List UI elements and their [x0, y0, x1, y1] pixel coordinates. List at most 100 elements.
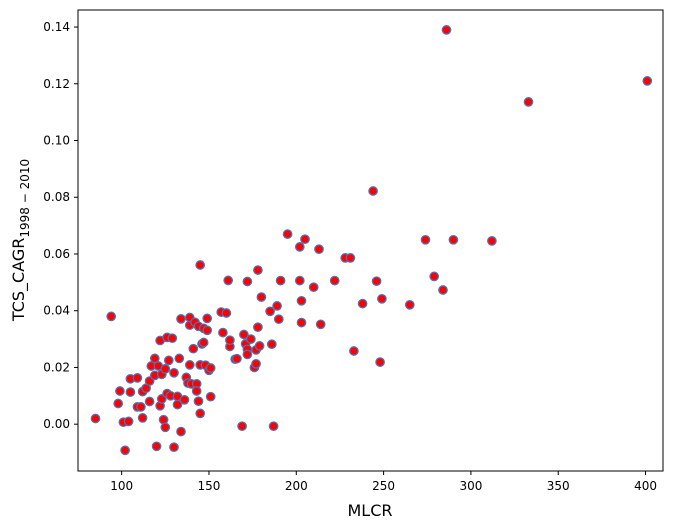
data-point [176, 314, 186, 324]
plot-frame [77, 9, 664, 472]
data-point [420, 234, 431, 245]
data-point [136, 402, 146, 412]
y-axis-label: TCS_CAGR1998 − 2010 [9, 159, 32, 322]
data-point [176, 426, 186, 437]
x-tick-label: 100 [110, 479, 133, 493]
y-tick-label: 0.10 [43, 133, 70, 147]
data-point [123, 416, 134, 427]
data-point [294, 242, 305, 252]
data-point [254, 341, 265, 351]
data-point [205, 363, 216, 373]
data-point [246, 334, 256, 344]
data-point [368, 186, 378, 196]
data-point [441, 25, 452, 35]
y-axis-label-main: TCS_CAGR [9, 238, 29, 323]
data-point [256, 292, 267, 302]
data-point [174, 353, 185, 364]
data-point [179, 394, 190, 405]
data-point [296, 317, 307, 328]
data-point [169, 442, 179, 453]
data-point [329, 275, 340, 286]
data-point [448, 234, 459, 245]
plot-area [78, 10, 663, 471]
y-axis-ticks: 0.00 0.02 0.04 0.06 0.08 0.10 0.12 0.14 [43, 20, 78, 431]
data-point [198, 337, 209, 348]
x-tick-label: 300 [459, 479, 482, 493]
data-point [272, 301, 282, 311]
data-point [404, 299, 415, 310]
data-point [308, 282, 319, 293]
data-point [106, 311, 117, 322]
data-point [167, 333, 178, 344]
y-tick-label: 0.06 [43, 247, 70, 261]
data-point [242, 276, 253, 287]
data-point [195, 408, 206, 419]
data-point [184, 360, 195, 370]
data-point [345, 253, 356, 263]
data-points [90, 25, 653, 456]
data-point [113, 398, 124, 409]
data-point [163, 355, 174, 366]
data-point [242, 349, 253, 360]
y-tick-label: 0.14 [43, 20, 70, 34]
data-point [90, 413, 101, 424]
data-point [144, 396, 155, 407]
x-tick-label: 400 [634, 479, 657, 493]
data-point [438, 285, 448, 295]
data-point [265, 306, 275, 317]
data-point [223, 275, 234, 286]
data-point [253, 322, 263, 333]
data-point [349, 346, 359, 356]
data-point [218, 327, 228, 338]
data-point [375, 357, 385, 367]
data-point [160, 364, 171, 374]
y-tick-label: 0.00 [43, 417, 70, 431]
data-point [487, 236, 497, 246]
data-point [195, 260, 206, 270]
data-point [237, 421, 247, 432]
y-tick-label: 0.02 [43, 360, 70, 374]
data-point [169, 367, 179, 378]
y-tick-label: 0.04 [43, 304, 70, 318]
data-point [232, 353, 242, 364]
x-axis-label: MLCR [347, 501, 392, 520]
data-point [191, 386, 202, 396]
x-tick-label: 150 [198, 479, 221, 493]
y-axis-label-subscript: 1998 − 2010 [18, 159, 32, 238]
data-point [160, 422, 171, 433]
data-point [172, 399, 183, 410]
x-axis-ticks: 100 150 200 250 300 350 400 [110, 471, 657, 493]
data-point [221, 308, 232, 318]
data-point [202, 313, 213, 324]
data-point [151, 441, 162, 452]
data-point [275, 275, 286, 286]
data-point [149, 353, 160, 364]
data-point [282, 229, 293, 239]
data-point [120, 445, 130, 456]
data-point [642, 76, 653, 86]
data-point [294, 275, 305, 286]
data-point [296, 295, 307, 306]
data-point [268, 421, 279, 432]
data-point [193, 396, 204, 407]
data-point [273, 314, 284, 325]
data-point [429, 271, 440, 282]
data-point [239, 329, 249, 340]
data-point [300, 234, 310, 245]
y-tick-label: 0.12 [43, 77, 70, 91]
data-point [523, 97, 534, 107]
data-point [205, 391, 216, 402]
data-point [188, 343, 199, 354]
data-point [266, 339, 277, 350]
x-tick-label: 200 [285, 479, 308, 493]
data-point [371, 276, 382, 287]
data-point [377, 293, 387, 304]
data-point [314, 244, 324, 255]
y-tick-label: 0.08 [43, 190, 70, 204]
data-point [251, 358, 261, 369]
data-point [357, 298, 368, 309]
data-point [115, 386, 125, 396]
data-point [315, 319, 326, 330]
